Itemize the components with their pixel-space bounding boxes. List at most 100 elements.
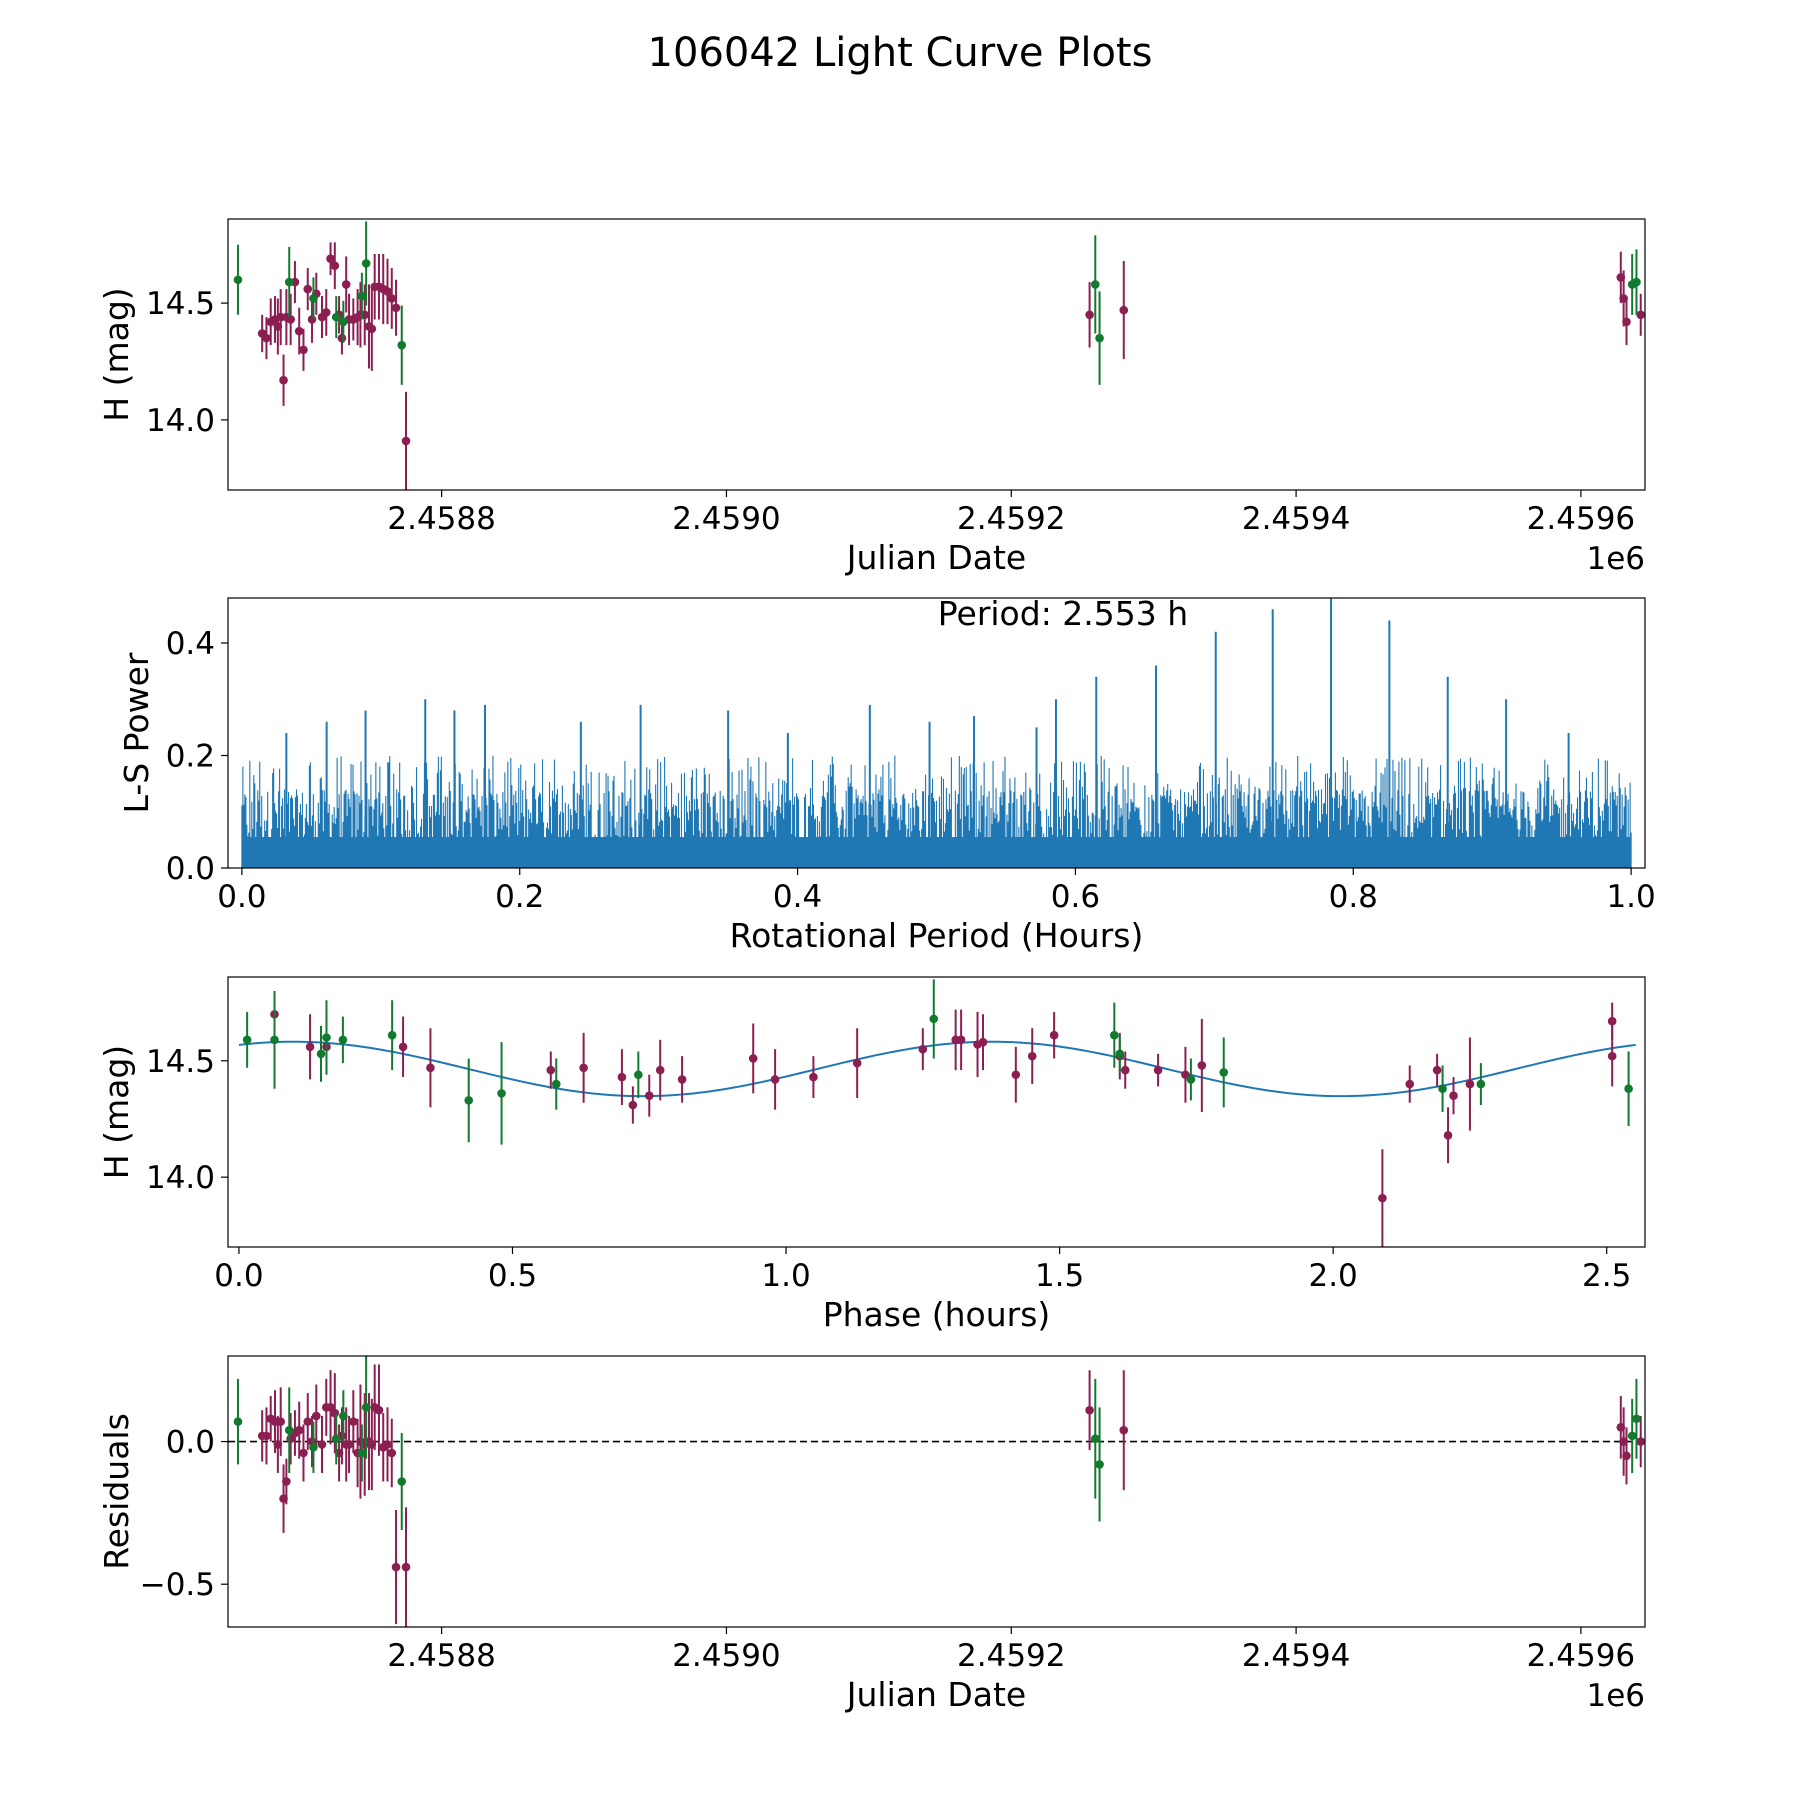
x-tick-label: 1.5 — [1035, 1258, 1084, 1294]
data-point — [426, 1063, 435, 1073]
data-point — [398, 1042, 408, 1052]
x-tick-label: 2.4596 — [1527, 1638, 1635, 1674]
data-point — [338, 1035, 348, 1045]
data-point — [1607, 1016, 1617, 1026]
data-point — [311, 1411, 321, 1421]
data-point — [321, 308, 331, 317]
x-tick-label: 0.0 — [217, 879, 266, 915]
data-point — [361, 259, 371, 268]
data-point — [1432, 1065, 1442, 1075]
x-tick-label: 0.6 — [1051, 879, 1100, 915]
data-point — [284, 1425, 294, 1435]
series-filter-a — [270, 993, 1617, 1247]
data-point — [383, 1440, 392, 1449]
x-axis-label: Rotational Period (Hours) — [730, 916, 1144, 955]
data-point — [270, 1035, 279, 1045]
x-tick-label: 0.0 — [214, 1258, 263, 1294]
data-point — [748, 1054, 758, 1063]
data-point — [276, 1417, 285, 1426]
data-point — [1438, 1084, 1447, 1094]
data-point — [978, 1037, 988, 1047]
data-point — [1049, 1030, 1059, 1040]
data-point — [349, 1417, 358, 1426]
data-point — [316, 1049, 326, 1059]
data-point — [852, 1058, 862, 1068]
data-point — [299, 345, 308, 355]
data-point — [317, 1440, 327, 1449]
data-point — [1153, 1065, 1163, 1075]
y-tick-label: 14.0 — [146, 403, 215, 439]
data-point — [233, 275, 243, 285]
plot-area-phased — [238, 979, 1636, 1247]
panel-phased: 0.0 0.5 1.0 1.5 2.0 2.5 14.0 14.5 Phase (hours) H… — [97, 976, 1646, 1334]
panel-residuals: 2.4588 2.4590 2.4592 2.4594 2.4596 −0.5 0.0 Jul… — [97, 1355, 1646, 1714]
data-point — [956, 1035, 966, 1045]
data-point — [242, 1035, 252, 1045]
x-offset-label: 1e6 — [1586, 1678, 1645, 1714]
data-point — [309, 1442, 318, 1452]
y-tick-label: 14.5 — [146, 1044, 215, 1080]
data-point — [579, 1063, 588, 1073]
x-tick-label: 0.8 — [1329, 879, 1378, 915]
data-point — [1095, 333, 1104, 343]
y-tick-label: 14.5 — [146, 286, 215, 322]
data-point — [341, 280, 351, 289]
x-tick-label: 1.0 — [1606, 879, 1655, 915]
data-point — [1607, 1051, 1617, 1061]
data-point — [1110, 1030, 1119, 1040]
x-tick-label: 0.4 — [773, 879, 822, 915]
data-point — [330, 261, 340, 271]
data-point — [344, 1440, 354, 1449]
data-point — [303, 284, 313, 294]
data-point — [309, 294, 318, 303]
data-point — [307, 315, 317, 324]
x-tick-label: 0.5 — [488, 1258, 537, 1294]
x-axis-label: Phase (hours) — [823, 1295, 1051, 1334]
data-point — [331, 312, 341, 322]
data-point — [1085, 310, 1094, 320]
x-tick-label: 2.5 — [1582, 1258, 1631, 1294]
data-point — [1119, 1425, 1129, 1435]
data-point — [644, 1091, 654, 1101]
x-offset-label: 1e6 — [1586, 541, 1645, 577]
data-point — [929, 1014, 939, 1024]
y-axis-label: H (mag) — [97, 287, 136, 421]
panel-lightcurve: 2.4588 2.4590 2.4592 2.4594 2.4596 14.0 14.5 Ju… — [97, 218, 1646, 577]
y-tick-label: 0.0 — [166, 1425, 215, 1461]
data-point — [305, 1042, 315, 1052]
model-curve — [238, 1040, 1636, 1098]
data-point — [1632, 277, 1641, 287]
data-point — [1632, 1414, 1641, 1424]
data-point — [299, 1448, 308, 1458]
data-point — [1449, 1091, 1458, 1101]
data-point — [233, 1417, 243, 1426]
data-point — [546, 1065, 556, 1075]
data-point — [634, 1070, 643, 1080]
data-point — [294, 326, 304, 336]
data-point — [339, 1411, 348, 1421]
data-point — [387, 1448, 397, 1458]
data-point — [1624, 1084, 1633, 1094]
data-point — [294, 1425, 304, 1435]
data-point — [397, 1477, 407, 1486]
data-point — [617, 1072, 627, 1082]
data-point — [677, 1075, 687, 1084]
data-point — [401, 436, 411, 446]
data-point — [770, 1075, 780, 1084]
y-axis-label: H (mag) — [97, 1045, 136, 1179]
data-point — [1405, 1079, 1415, 1089]
data-point — [357, 291, 367, 301]
x-tick-label: 2.4592 — [957, 501, 1065, 537]
data-point — [326, 254, 335, 264]
data-point — [497, 1089, 506, 1098]
plot-area-periodogram — [241, 598, 1632, 868]
data-point — [1120, 1065, 1130, 1075]
data-point — [322, 1033, 331, 1042]
data-point — [809, 1072, 818, 1082]
data-point — [391, 303, 401, 313]
x-tick-label: 2.4594 — [1242, 501, 1350, 537]
x-tick-label: 2.4590 — [672, 501, 780, 537]
